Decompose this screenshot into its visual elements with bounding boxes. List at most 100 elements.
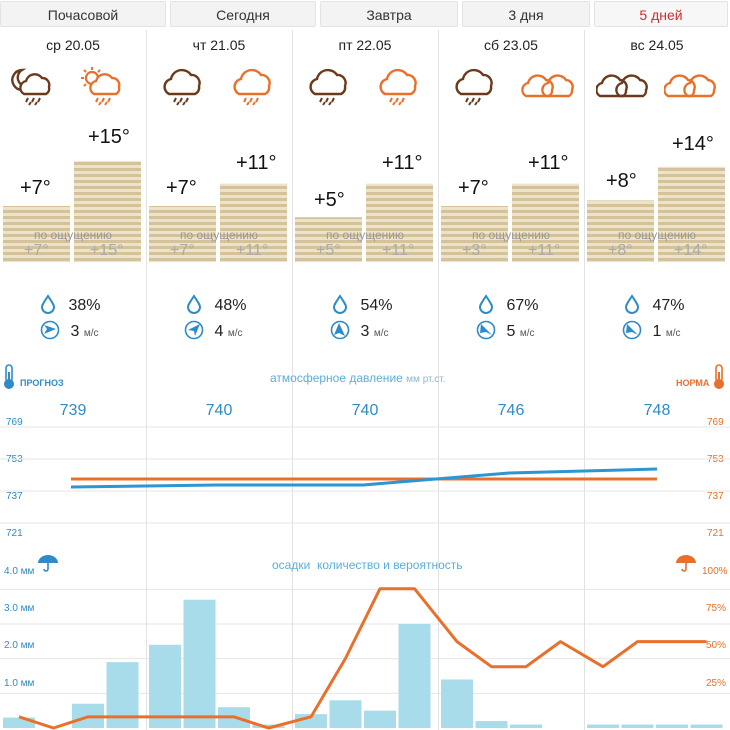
precip-bar (149, 644, 181, 728)
droplet-icon (186, 294, 202, 314)
precip-bar (364, 710, 396, 728)
pressure-tick-label: 769 (707, 417, 724, 428)
temp-night: +7° (20, 177, 51, 199)
pressure-unit: мм рт.ст. (406, 374, 446, 385)
cloud-rain-icon (379, 68, 417, 106)
wind-value: 5 (506, 323, 516, 340)
precip-bar (510, 724, 542, 728)
droplet-icon (40, 294, 56, 314)
temp-night-bar (295, 217, 362, 262)
pressure-tick-label: 769 (6, 417, 23, 428)
feels-like-label: по ощущению (34, 228, 112, 242)
tab-tomorrow[interactable]: Завтра (320, 1, 458, 27)
precip-amount-tick: 2.0 мм (4, 640, 35, 651)
tab-today[interactable]: Сегодня (170, 1, 316, 27)
wind-direction-icon (330, 320, 350, 340)
humidity: 67% (478, 294, 538, 315)
humidity: 47% (624, 294, 684, 315)
wind-unit: м/с (665, 328, 681, 339)
temp-day: +14° (672, 133, 714, 155)
precip-bar (398, 624, 431, 728)
temp-day-bar (220, 183, 287, 262)
tab-5days[interactable]: 5 дней (594, 1, 728, 27)
feels-night: +7° (24, 242, 49, 259)
cloud-rain-icon (233, 68, 271, 106)
feels-like-label: по ощущению (326, 228, 404, 242)
pressure-value: 739 (59, 402, 87, 419)
wind-value: 3 (360, 323, 370, 340)
wind-direction-icon (40, 320, 60, 340)
pressure-tick-label: 721 (707, 528, 724, 539)
feels-day: +15° (90, 242, 124, 259)
feels-night: +5° (316, 242, 341, 259)
precip-title-text: осадки (272, 558, 311, 572)
thermometer-icon (714, 364, 724, 389)
wind: 4 м/с (184, 320, 242, 341)
pressure-tick-label: 721 (6, 528, 23, 539)
clouds-icon (664, 74, 716, 98)
feels-night: +8° (608, 242, 633, 259)
wind-unit: м/с (373, 328, 389, 339)
precip-amount-tick: 1.0 мм (4, 678, 35, 689)
precip-amount-tick: 3.0 мм (4, 603, 35, 614)
temp-day-bar (74, 161, 141, 262)
column-divider (292, 30, 293, 730)
wind: 1 м/с (622, 320, 680, 341)
forecast-line (70, 467, 658, 489)
temp-day: +11° (382, 152, 423, 174)
precip-bar (252, 724, 285, 728)
precip-bar (3, 717, 35, 728)
wind-direction-icon (184, 320, 204, 340)
forecast-panel: ср 20.05 чт 21.05 пт 22.05 сб 23.05 (0, 30, 730, 730)
feels-night: +7° (170, 242, 195, 259)
clouds-icon (596, 74, 648, 98)
pressure-tick-label: 737 (6, 491, 23, 502)
pressure-value: 748 (643, 402, 671, 419)
norm-label: НОРМА (676, 378, 710, 388)
temp-day: +11° (528, 152, 569, 174)
precip-title: осадки количество и вероятность (272, 558, 463, 572)
temp-night-bar (149, 206, 216, 262)
precip-bar (441, 679, 473, 728)
temp-day: +11° (236, 152, 277, 174)
column-divider (438, 30, 439, 730)
pressure-value: 740 (205, 402, 233, 419)
temp-day-bar (512, 183, 579, 262)
droplet-icon (478, 294, 494, 314)
temp-night: +7° (458, 177, 489, 199)
tab-3days[interactable]: 3 дня (462, 1, 590, 27)
day-date: сб 23.05 (484, 37, 538, 53)
precip-bar (656, 724, 688, 728)
temp-night-bar (441, 206, 508, 262)
day-date: вс 24.05 (630, 37, 684, 53)
feels-night: +3° (462, 242, 487, 259)
wind-unit: м/с (519, 328, 535, 339)
precip-chart (0, 587, 730, 730)
temp-day-bar (658, 166, 725, 262)
feels-like-label: по ощущению (472, 228, 550, 242)
humidity-value: 38% (68, 297, 101, 314)
feels-day: +14° (674, 242, 708, 259)
period-tabs: Почасовой Сегодня Завтра 3 дня 5 дней (0, 0, 730, 29)
feels-day: +11° (528, 242, 561, 259)
precip-bar (621, 724, 654, 728)
humidity: 38% (40, 294, 100, 315)
precip-bar (183, 599, 216, 728)
temp-day: +15° (88, 126, 130, 148)
humidity-value: 54% (360, 297, 393, 314)
droplet-icon (332, 294, 348, 314)
humidity: 48% (186, 294, 246, 315)
feels-day: +11° (236, 242, 269, 259)
precip-bar (329, 700, 362, 728)
umbrella-icon (676, 555, 696, 572)
droplet-icon (624, 294, 640, 314)
wind: 5 м/с (476, 320, 534, 341)
tab-hourly[interactable]: Почасовой (0, 1, 166, 27)
temp-night: +8° (606, 170, 637, 192)
pressure-tick-label: 737 (707, 491, 724, 502)
day-date: чт 21.05 (192, 37, 246, 53)
forecast-label: ПРОГНОЗ (20, 378, 64, 388)
precip-bar (690, 724, 723, 728)
thermometer-icon (4, 364, 14, 389)
wind-direction-icon (622, 320, 642, 340)
